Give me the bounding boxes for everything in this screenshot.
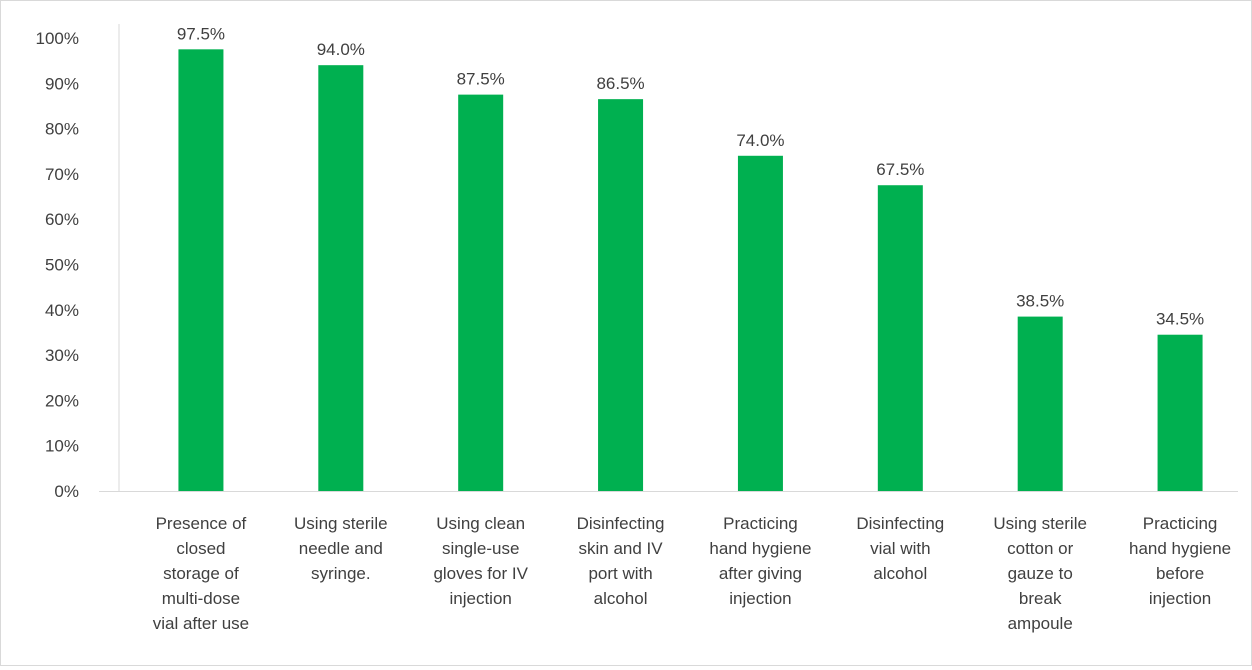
- category-label: Practicing hand hygiene before injection: [1129, 514, 1231, 608]
- category-label-line: break: [1019, 589, 1062, 608]
- category-label: Disinfecting skin and IV port with alcohol: [577, 514, 665, 608]
- category-labels: Presence of closed storage of multi-dose via…: [153, 514, 1231, 633]
- category-label-line: vial with: [870, 539, 930, 558]
- y-tick-label: 0%: [54, 482, 79, 501]
- category-label-line: needle and: [299, 539, 383, 558]
- category-label-line: syringe.: [311, 564, 371, 583]
- y-tick-label: 100%: [36, 29, 79, 48]
- bar: [598, 99, 644, 491]
- data-label: 34.5%: [1156, 310, 1204, 329]
- category-label: Using sterile cotton or gauze to break ampou…: [993, 514, 1087, 633]
- data-label: 86.5%: [596, 74, 644, 93]
- category-label-line: hand hygiene: [709, 539, 811, 558]
- category-label-line: Presence of: [156, 514, 247, 533]
- category-label: Using clean single-use gloves for IV inject…: [433, 514, 528, 608]
- category-label: Using sterile needle and syringe.: [294, 514, 388, 583]
- category-label-line: injection: [450, 589, 512, 608]
- bar: [877, 185, 923, 491]
- category-label-line: gauze to: [1008, 564, 1073, 583]
- category-label-line: port with: [588, 564, 652, 583]
- category-label-line: after giving: [719, 564, 802, 583]
- y-tick-label: 50%: [45, 256, 79, 275]
- y-tick-label: 80%: [45, 120, 79, 139]
- data-label: 67.5%: [876, 160, 924, 179]
- category-label-line: injection: [1149, 589, 1211, 608]
- category-label-line: alcohol: [873, 564, 927, 583]
- y-axis: 0% 10% 20% 30% 40% 50% 60% 70% 80% 90% 100%: [36, 24, 120, 501]
- category-label-line: Disinfecting: [856, 514, 944, 533]
- bar: [737, 155, 783, 491]
- category-label-line: single-use: [442, 539, 520, 558]
- data-label: 38.5%: [1016, 292, 1064, 311]
- y-tick-label: 90%: [45, 74, 79, 93]
- category-label-line: multi-dose: [162, 589, 240, 608]
- data-label: 74.0%: [736, 131, 784, 150]
- category-label-line: alcohol: [594, 589, 648, 608]
- category-label-line: hand hygiene: [1129, 539, 1231, 558]
- bar: [178, 49, 224, 491]
- category-label-line: cotton or: [1007, 539, 1073, 558]
- category-label-line: gloves for IV: [433, 564, 528, 583]
- category-label-line: Using sterile: [294, 514, 388, 533]
- bar: [318, 65, 364, 492]
- category-label-line: skin and IV: [579, 539, 664, 558]
- category-label-line: before: [1156, 564, 1204, 583]
- category-label-line: Practicing: [723, 514, 798, 533]
- y-tick-label: 40%: [45, 301, 79, 320]
- bar: [1017, 316, 1063, 491]
- category-label-line: Disinfecting: [577, 514, 665, 533]
- category-label: Presence of closed storage of multi-dose via…: [153, 514, 249, 633]
- bar: [458, 94, 504, 491]
- y-tick-label: 70%: [45, 165, 79, 184]
- category-label-line: Using clean: [436, 514, 525, 533]
- category-label-line: vial after use: [153, 614, 249, 633]
- y-tick-label: 10%: [45, 437, 79, 456]
- data-label: 94.0%: [317, 40, 365, 59]
- category-label-line: Using sterile: [993, 514, 1087, 533]
- category-label-line: closed: [176, 539, 225, 558]
- y-tick-label: 20%: [45, 391, 79, 410]
- category-label: Disinfecting vial with alcohol: [856, 514, 944, 583]
- bar: [1157, 334, 1203, 491]
- category-label-line: Practicing: [1143, 514, 1218, 533]
- y-tick-label: 60%: [45, 210, 79, 229]
- bars: [178, 49, 1203, 492]
- data-label: 97.5%: [177, 24, 225, 43]
- category-label-line: ampoule: [1008, 614, 1073, 633]
- category-label: Practicing hand hygiene after giving inject…: [709, 514, 811, 608]
- y-tick-label: 30%: [45, 346, 79, 365]
- data-labels: 97.5% 94.0% 87.5% 86.5% 74.0% 67.5% 38.5% 34.5%: [177, 24, 1204, 328]
- data-label: 87.5%: [457, 70, 505, 89]
- category-label-line: storage of: [163, 564, 239, 583]
- category-label-line: injection: [729, 589, 791, 608]
